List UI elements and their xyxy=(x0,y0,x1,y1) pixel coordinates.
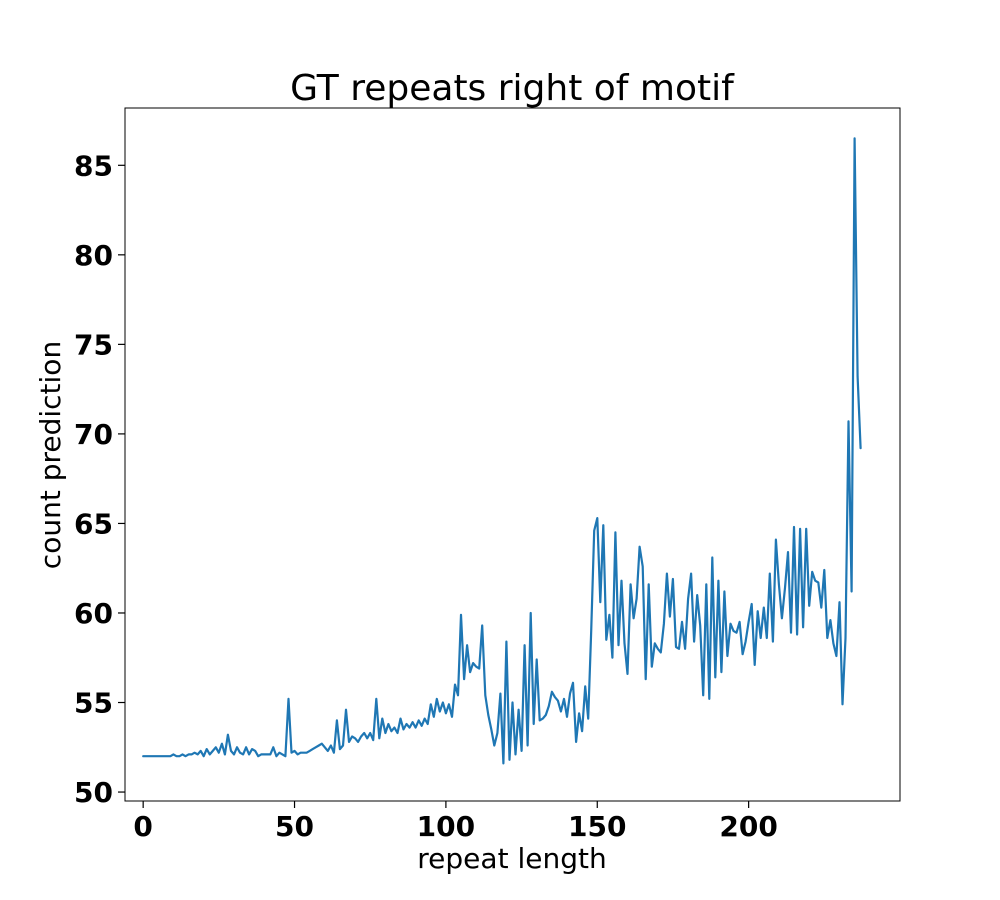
x-axis-label: repeat length xyxy=(417,842,606,875)
x-tick-label: 150 xyxy=(568,810,626,843)
y-axis-label: count prediction xyxy=(34,341,67,569)
x-tick-label: 100 xyxy=(417,810,475,843)
x-tick-label: 200 xyxy=(719,810,777,843)
y-tick-label: 65 xyxy=(74,507,113,540)
x-axis-ticks: 0 50 100 150 200 xyxy=(133,801,778,843)
y-tick-label: 70 xyxy=(74,418,113,451)
y-tick-label: 85 xyxy=(74,149,113,182)
x-tick-label: 0 xyxy=(133,810,152,843)
y-tick-label: 55 xyxy=(74,687,113,720)
y-axis-ticks: 50 55 60 65 70 75 80 85 xyxy=(74,149,125,809)
y-tick-label: 50 xyxy=(74,776,113,809)
y-tick-label: 80 xyxy=(74,239,113,272)
y-tick-label: 75 xyxy=(74,328,113,361)
series-line xyxy=(142,137,862,765)
x-tick-label: 50 xyxy=(275,810,314,843)
plot-area-frame xyxy=(124,107,901,802)
chart-title: GT repeats right of motif xyxy=(290,68,735,109)
y-tick-label: 60 xyxy=(74,597,113,630)
